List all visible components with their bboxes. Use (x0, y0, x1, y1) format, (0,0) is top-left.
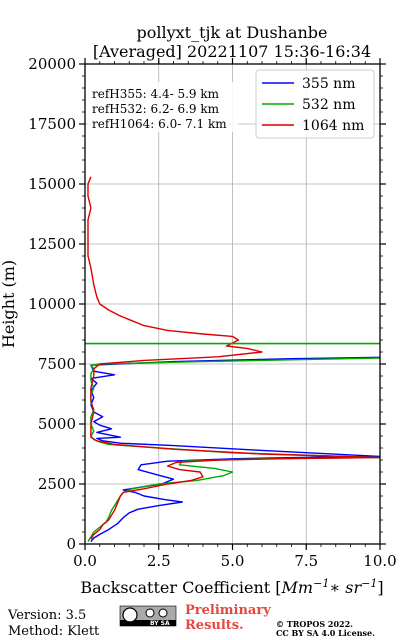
cc-badge-text: BY SA (150, 620, 170, 627)
sa-icon (158, 608, 168, 618)
y-tick-label: 12500 (28, 235, 76, 253)
x-axis-unit-sup: −1 (313, 577, 329, 590)
y-tick-label: 2500 (38, 475, 76, 493)
reference-height-355: refH355: 4.4- 5.9 km (92, 87, 220, 101)
chart-title-line2: [Averaged] 20221107 15:36-16:34 (93, 42, 371, 61)
copyright-line1: © TROPOS 2022. (276, 619, 353, 629)
x-axis-unit: Mm (281, 578, 314, 597)
x-axis-unit-mid: ∗ sr (329, 578, 362, 597)
cc-badge-strip (120, 620, 176, 626)
profile-532nm (87, 357, 380, 542)
legend: 355 nm 532 nm 1064 nm (255, 69, 375, 139)
legend-label-355: 355 nm (302, 76, 355, 92)
chart-title-line1: pollyxt_tjk at Dushanbe (136, 23, 327, 42)
legend-box (255, 69, 375, 139)
x-axis-label: Backscatter Coefficient [Mm−1∗ sr−1] (80, 577, 383, 597)
legend-label-532: 532 nm (302, 97, 355, 113)
y-tick-label: 7500 (38, 355, 76, 373)
x-axis-label-text: Backscatter Coefficient [ (80, 578, 281, 597)
cc-icon (122, 607, 138, 623)
x-tick-label: 5.0 (221, 552, 245, 570)
y-axis-label: Height (m) (0, 260, 18, 348)
x-tick-label: 2.5 (147, 552, 171, 570)
profile-1064nm (87, 176, 380, 540)
cc-license-badge: BY SA (119, 605, 177, 627)
copyright-line2: CC BY SA 4.0 License. (276, 628, 375, 638)
y-tick-label: 5000 (38, 415, 76, 433)
y-tick-label: 20000 (28, 55, 76, 73)
x-tick-label: 10.0 (363, 552, 396, 570)
y-tick-label: 10000 (28, 295, 76, 313)
axis-ticks: 0.0 2.5 5.0 7.5 10.0 0 2500 5000 7500 10000 12500 1… (28, 55, 396, 570)
reference-height-1064: refH1064: 6.0- 7.1 km (92, 117, 227, 131)
version-text: Version: 3.5 (7, 608, 86, 623)
reference-box (88, 82, 238, 132)
preliminary-line1: Preliminary (185, 603, 271, 618)
preliminary-line2: Results. (185, 618, 244, 633)
y-tick-label: 0 (66, 535, 76, 553)
x-axis-unit-mid-sup: −1 (361, 577, 377, 590)
reference-height-532: refH532: 6.2- 6.9 km (92, 102, 220, 116)
y-tick-label: 17500 (28, 115, 76, 133)
by-icon (145, 608, 155, 618)
x-tick-label: 7.5 (294, 552, 318, 570)
y-tick-label: 15000 (28, 175, 76, 193)
series-layer (85, 176, 380, 543)
method-text: Method: Klett (8, 624, 100, 639)
x-axis-label-end: ] (377, 578, 383, 597)
profile-355nm (90, 356, 380, 543)
x-tick-label: 0.0 (73, 552, 97, 570)
legend-label-1064: 1064 nm (302, 118, 364, 134)
